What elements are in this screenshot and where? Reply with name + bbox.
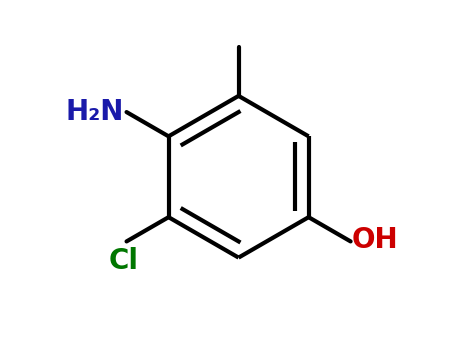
Text: H₂N: H₂N: [66, 98, 124, 126]
Text: OH: OH: [352, 226, 399, 254]
Text: Cl: Cl: [109, 247, 139, 275]
